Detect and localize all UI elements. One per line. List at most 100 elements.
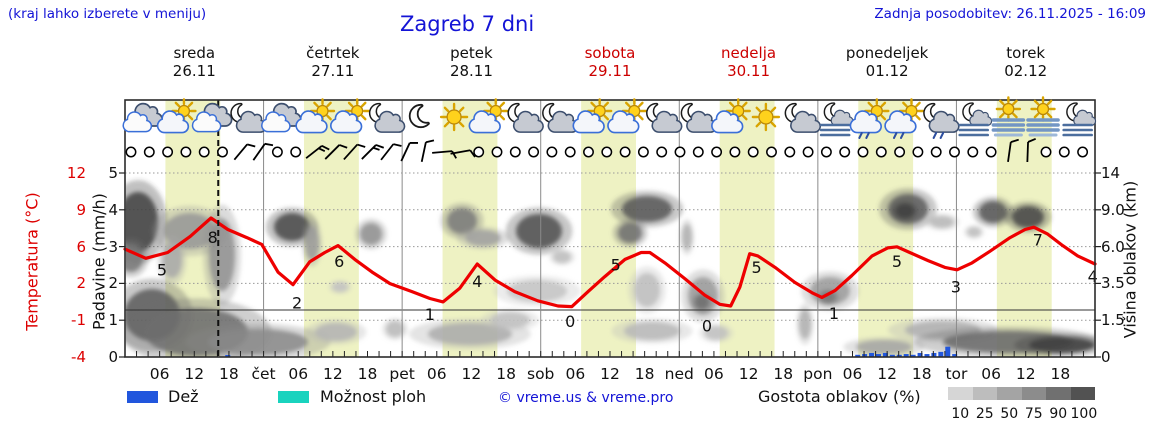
axis-tick-label: 14 [1101,164,1121,182]
rain-bar [862,354,868,357]
wind-calm-icon [217,146,228,158]
cloud-blob [618,223,642,243]
sun-ray [880,101,887,108]
sun-ray [867,101,874,108]
moon-fog-icon [1062,102,1097,137]
day-date: 01.12 [865,62,909,80]
cloud-shape [261,111,291,133]
cloud-density-gradient-step [1070,387,1095,400]
x-axis-hour-label: 06 [565,365,585,383]
rain-legend-label: Dež [168,387,199,406]
plot-frame [124,99,1096,358]
wind-barb-icon [420,139,435,162]
axis-tick-label: 3 [108,237,118,256]
day-date: 28.11 [449,62,493,80]
cloud-blob [820,291,836,303]
wind-calm-icon [143,146,155,158]
sun-ray [1033,112,1040,119]
rain-bar [903,354,909,357]
day-name: četrtek [306,44,360,62]
sun-ray [770,121,777,128]
axis-tick-label: 1.5 [1101,311,1125,330]
wind-calm-icon [766,146,777,158]
sun-ray [755,121,762,128]
sun-ray [728,101,735,108]
axis-tick-label: -4 [71,348,86,366]
cloud-density-gradient-tick: 10 [951,406,970,422]
moon-fog-icon [958,102,993,137]
wind-calm-icon [949,146,960,158]
sun-ray [187,101,194,108]
moon-cloud-icon [507,102,544,133]
wind-calm-icon [619,146,631,158]
wind-calm-icon [820,146,832,158]
wind-barb-icon [361,144,385,160]
rain-bar [875,354,881,357]
cloud-blob [208,329,308,355]
sun-ray [458,121,465,128]
x-axis-hour-label: 18 [635,365,655,383]
cloud-blob [682,224,692,250]
copyright-link[interactable]: © vreme.us & vreme.pro [498,390,674,406]
wind-calm-icon [290,146,302,158]
cloud-blob [360,223,382,245]
cloud-blob [490,312,530,328]
cloud-blob [856,340,912,354]
cloud-shape [830,109,854,127]
temperature-point-label: 5 [892,252,902,271]
drizzle-mark [858,132,863,139]
day-date: 26.11 [172,62,216,80]
wind-calm-icon [564,146,576,158]
axis-tick-label: 6.0 [1101,237,1125,256]
cloud-shape [607,110,640,134]
wind-calm-icon [711,146,723,158]
temperature-point-label: 3 [951,278,961,297]
temperature-point-label: 6 [334,252,344,271]
sun-fog-icon [1026,96,1060,137]
wind-calm-icon [894,146,906,158]
cloud-density-gradient-step [1046,387,1071,400]
temperature-point-label: 1 [829,304,839,323]
cloud-density-gradient-tick: 100 [1070,406,1098,422]
sun-ray [999,112,1005,119]
temperature-point-label: 0 [565,312,575,331]
wind-barb-icon [305,145,330,159]
x-axis-hour-label: 06 [427,365,447,383]
sun-cloud-icon [572,98,613,134]
wind-barb-icon [252,142,274,161]
moon-cloud-icon [784,102,822,133]
sun-ray [603,101,609,108]
axis-tick-label: 2 [108,274,118,293]
x-axis-hour-label: 18 [219,365,239,383]
wind-calm-icon [747,146,759,158]
drizzle-mark [899,132,905,139]
sun-disc [446,109,462,125]
sun-ray [486,101,492,108]
wind-calm-icon [601,146,613,158]
axis-tick-label: 0 [108,348,118,366]
cloud-icon [191,102,233,133]
drizzle-mark [939,132,945,139]
day-name: petek [450,44,493,62]
moon-fog-icon [819,102,854,137]
sun-ray [603,114,609,121]
moon-cloud-icon [646,102,683,133]
sun-ray [187,114,194,121]
sun-ray [326,114,332,121]
cloud-shape [191,111,222,133]
rain-bar [225,355,231,357]
cloud-density-gradient-step [948,387,973,400]
sun-ray [347,101,354,108]
cloud-shape [1073,109,1097,127]
wind-calm-icon [1058,146,1070,158]
temperature-point-label: 4 [472,272,482,291]
weather-icon-row [122,96,1097,139]
cloud-blob [465,230,501,246]
rain-bar [889,354,895,357]
x-axis-hour-label: 18 [773,365,793,383]
wind-calm-icon [198,146,210,158]
day-date: 02.12 [1004,62,1048,80]
day-name: sobota [584,44,636,62]
